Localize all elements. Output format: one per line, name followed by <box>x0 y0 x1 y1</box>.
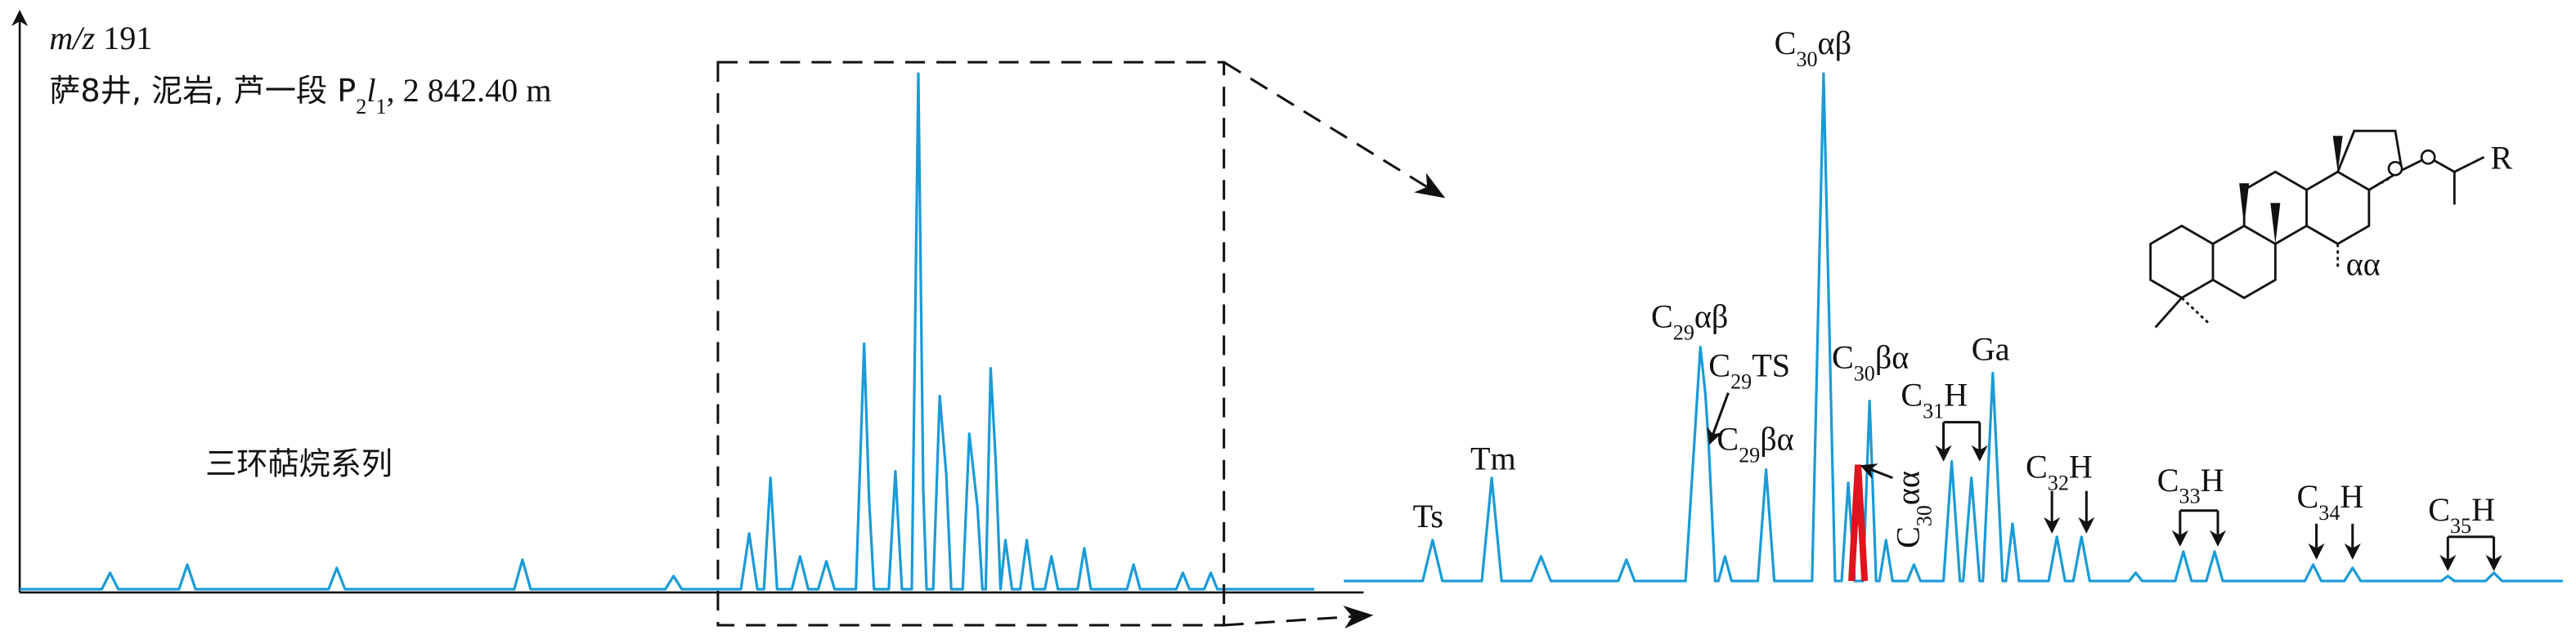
peak-label: C30βα <box>1832 339 1909 385</box>
text-part: 30 <box>1854 361 1875 385</box>
text-part: 30 <box>1912 505 1936 526</box>
peak-label: C29βα <box>1717 421 1793 467</box>
text-part: C <box>2428 491 2450 528</box>
text-part: 31 <box>1923 399 1944 423</box>
peak-label: C34H <box>2296 478 2363 524</box>
structure-group: R <box>2491 139 2513 176</box>
text-part: βα <box>1760 421 1793 458</box>
text-part: C <box>1889 526 1926 548</box>
text-part: C <box>2157 462 2179 499</box>
mz-label: m/z 191 <box>49 20 152 56</box>
text-part: H <box>2201 462 2224 499</box>
text-part: Ts <box>1413 498 1443 534</box>
text-part: αβ <box>1818 25 1851 61</box>
text-part: H <box>2471 491 2495 528</box>
zoom-arrow <box>1223 606 1374 629</box>
text-part: C <box>1717 421 1739 458</box>
text-part: C <box>2296 478 2318 515</box>
text-part: m/z <box>49 20 95 56</box>
text-part: 萨8井, 泥岩, 芦一段 P <box>49 73 356 109</box>
peak-label: Ts <box>1413 498 1443 534</box>
hopane-structure: αα R <box>2149 129 2513 329</box>
peak-label: C29TS <box>1708 347 1790 393</box>
text-part: TS <box>1752 347 1790 384</box>
text-part: βα <box>1875 339 1909 376</box>
text-part: C <box>1775 25 1797 61</box>
text-part: , 2 842.40 m <box>387 72 552 109</box>
series-label: 三环萜烷系列 <box>205 446 393 482</box>
text-part: 30 <box>1796 47 1817 71</box>
text-part: 1 <box>376 95 387 119</box>
text-part: 29 <box>1730 369 1752 393</box>
pointer-arrows <box>1707 392 2502 571</box>
text-part: 33 <box>2179 484 2201 508</box>
text-part: C <box>1708 347 1730 384</box>
highlight-peak <box>1848 464 1869 582</box>
chromatogram-trace <box>20 72 1315 591</box>
text-part: l <box>366 72 375 109</box>
text-part: 29 <box>1673 320 1694 344</box>
text-part: C <box>1832 339 1854 376</box>
peak-label: C30αβ <box>1775 25 1851 70</box>
structure-label: αα <box>2346 245 2381 282</box>
text-part: 2 <box>356 95 366 119</box>
text-part: C <box>1901 377 1923 414</box>
text-part: C <box>1651 298 1673 335</box>
zoom-arrow <box>1223 60 1446 199</box>
peak-label: C31H <box>1901 377 1968 423</box>
sample-label: 萨8井, 泥岩, 芦一段 P2l1, 2 842.40 m <box>49 72 551 118</box>
peak-label: Tm <box>1470 440 1516 477</box>
text-part: Ga <box>1972 331 2010 368</box>
text-part: 32 <box>2048 471 2069 494</box>
text-part: H <box>1944 377 1968 414</box>
text-part: 35 <box>2450 513 2471 537</box>
text-part: αα <box>1889 471 1926 505</box>
peak-label: C29αβ <box>1651 298 1728 344</box>
peak-label: C32H <box>2026 449 2093 494</box>
peak-label: C33H <box>2157 462 2224 508</box>
zoom-box <box>716 60 1226 627</box>
chromatogram-trace-zoom <box>1344 72 2563 583</box>
text-part: C <box>2026 449 2048 485</box>
text-part: 29 <box>1739 443 1760 467</box>
peak-label: C35H <box>2428 491 2495 537</box>
text-part: 191 <box>103 20 152 56</box>
text-part: H <box>2340 478 2363 515</box>
text-part: H <box>2069 449 2093 485</box>
text-part: Tm <box>1470 440 1516 477</box>
text-part: 34 <box>2318 500 2340 524</box>
text-part: αβ <box>1694 298 1728 335</box>
peak-label: Ga <box>1972 331 2010 368</box>
peak-label: C30αα <box>1889 471 1936 548</box>
